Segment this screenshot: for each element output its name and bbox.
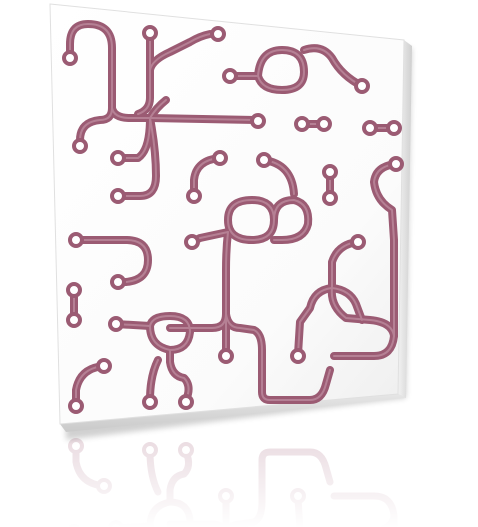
board-bottom-edge xyxy=(60,394,406,432)
board-right-edge xyxy=(398,40,412,398)
